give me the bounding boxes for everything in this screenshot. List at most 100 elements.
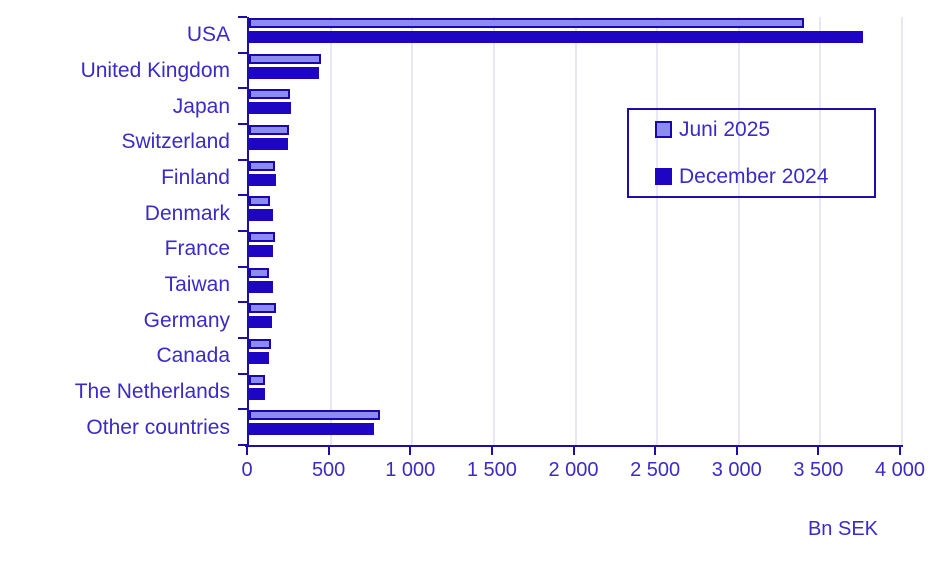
y-axis-tick [238, 87, 247, 90]
bar-juni-2025 [249, 410, 380, 421]
category-label: Canada [156, 344, 230, 368]
legend-item-december-2024: December 2024 [655, 166, 874, 187]
x-axis-line [245, 445, 903, 447]
x-axis-tick-label: 1 500 [466, 459, 517, 481]
category-label: Taiwan [164, 273, 230, 297]
x-axis-tick-2500 [654, 447, 657, 455]
category-label: Germany [143, 308, 230, 332]
y-axis-tick [238, 16, 247, 18]
bar-december-2024 [249, 102, 292, 115]
bar-group-japan [249, 88, 902, 124]
category-label: The Netherlands [74, 380, 230, 404]
category-label: Other countries [86, 415, 230, 439]
gridline-1500 [492, 17, 495, 445]
gridline-2000 [574, 17, 577, 445]
bar-december-2024 [249, 387, 265, 400]
legend-swatch-icon [655, 168, 672, 185]
gridline-500 [329, 17, 332, 445]
bar-juni-2025 [249, 267, 270, 278]
gridline-3000 [737, 17, 740, 445]
bar-juni-2025 [249, 339, 271, 350]
legend-label: Juni 2025 [679, 118, 771, 141]
gridline-3500 [819, 17, 822, 445]
x-axis-tick-label: 2 500 [630, 459, 681, 481]
y-axis-tick [238, 158, 247, 161]
bar-december-2024 [249, 316, 272, 329]
bar-december-2024 [249, 173, 277, 186]
y-axis-tick [238, 230, 247, 232]
bar-december-2024 [249, 352, 269, 365]
bar-group-france [249, 231, 902, 267]
bar-december-2024 [249, 280, 273, 293]
bar-juni-2025 [249, 374, 266, 385]
category-axis-labels: USA United Kingdom Japan Switzerland Finland… [0, 17, 230, 445]
x-axis-tick-label: 3 500 [793, 459, 844, 481]
x-axis-tick-3000 [735, 447, 738, 455]
y-axis-tick [238, 301, 247, 304]
bar-group-usa [249, 17, 902, 53]
gridline-4000 [901, 17, 903, 445]
category-label: Finland [161, 166, 230, 190]
y-axis-tick [238, 123, 247, 125]
axis-unit-label: Bn SEK [807, 518, 878, 540]
legend: Juni 2025 December 2024 [627, 108, 876, 198]
bar-group-denmark [249, 195, 902, 231]
y-axis-tick [238, 408, 247, 411]
bar-group-finland [249, 160, 902, 196]
plot-area [238, 16, 903, 446]
y-axis-tick [238, 194, 247, 197]
bar-juni-2025 [249, 125, 289, 136]
bar-juni-2025 [249, 196, 271, 207]
category-label: Japan [172, 94, 230, 118]
x-axis-tick-0 [246, 447, 248, 455]
bar-december-2024 [249, 423, 375, 436]
category-label: France [164, 237, 230, 261]
bar-rows [249, 17, 902, 445]
legend-label: December 2024 [679, 165, 829, 188]
category-label: Denmark [144, 201, 230, 225]
x-axis-tick-3500 [817, 447, 820, 455]
x-axis-tick-label: 3 000 [711, 459, 762, 481]
bar-group-taiwan [249, 267, 902, 303]
x-axis-tick-1000 [409, 447, 412, 455]
x-axis-tick-4000 [899, 447, 901, 455]
bar-group-united-kingdom [249, 53, 902, 89]
bar-juni-2025 [249, 160, 276, 171]
legend-item-juni-2025: Juni 2025 [655, 119, 874, 140]
bar-juni-2025 [249, 18, 805, 28]
x-axis-tick-label: 500 [311, 459, 346, 481]
y-axis-tick [238, 337, 247, 339]
x-axis-tick-500 [327, 447, 330, 455]
bar-juni-2025 [249, 53, 321, 64]
bar-december-2024 [249, 66, 320, 79]
bar-group-other-countries [249, 409, 902, 445]
bar-juni-2025 [249, 303, 277, 314]
bar-group-the-netherlands [249, 374, 902, 410]
bar-group-germany [249, 302, 902, 338]
bar-juni-2025 [249, 89, 290, 100]
x-axis-tick-2000 [572, 447, 575, 455]
bar-december-2024 [249, 31, 863, 43]
bar-group-canada [249, 338, 902, 374]
x-axis-tick-label: 1 000 [385, 459, 436, 481]
bar-juni-2025 [249, 232, 275, 243]
y-axis-tick [238, 372, 247, 375]
y-axis-tick [238, 265, 247, 268]
bar-december-2024 [249, 138, 288, 151]
category-label: USA [186, 23, 230, 47]
y-axis-tick [238, 51, 247, 54]
x-axis-tick-label: 0 [241, 459, 253, 481]
y-axis-tick [238, 444, 247, 446]
bar-december-2024 [249, 245, 273, 258]
category-label: Switzerland [121, 130, 230, 154]
gridline-2500 [656, 17, 659, 445]
x-axis-tick-label: 4 000 [874, 459, 926, 481]
category-label: United Kingdom [80, 59, 230, 82]
legend-swatch-icon [655, 121, 672, 138]
x-axis-tick-1500 [490, 447, 493, 455]
bar-group-switzerland [249, 124, 902, 160]
gridline-1000 [411, 17, 414, 445]
x-axis-tick-label: 2 000 [548, 459, 599, 481]
bar-december-2024 [249, 209, 274, 222]
